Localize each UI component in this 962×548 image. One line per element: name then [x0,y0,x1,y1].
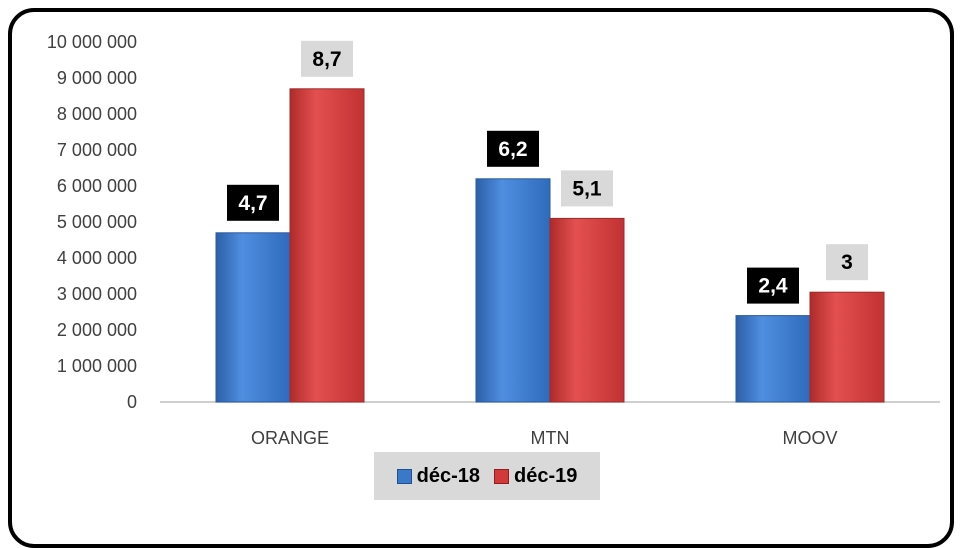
data-label-box [826,244,868,281]
data-label: 6,2 [498,138,527,161]
legend-item-series-2: déc-19 [494,465,577,488]
legend-label-series-1: déc-18 [416,464,480,487]
data-label: 4,7 [238,192,267,215]
data-label: 5,1 [572,177,602,200]
data-label: 8,7 [312,48,341,71]
data-label-box [301,40,353,77]
legend: déc-18 déc-19 [374,452,600,500]
data-label-box [561,170,613,207]
legend-swatch-series-2 [494,468,509,484]
legend-item-series-1: déc-18 [396,464,480,488]
bar-déc-18-MTN [475,178,551,403]
y-axis: 0 1 000 000 2 000 000 3 000 000 4 000 000 5 0… [47,32,137,412]
bar-déc-19-ORANGE [289,88,365,403]
x-tick-label: MOOV [782,428,837,448]
bars [215,88,885,403]
y-tick-label: 10 000 000 [47,32,137,52]
data-label-box [487,130,539,167]
x-tick-label: ORANGE [251,428,329,448]
data-label-box [227,184,279,221]
bar-déc-19-MOOV [809,291,885,403]
bar-déc-18-MOOV [735,315,811,403]
y-tick-label: 4 000 000 [57,248,137,268]
x-axis: ORANGE MTN MOOV [160,401,940,448]
data-label-box [747,267,799,304]
y-tick-label: 9 000 000 [57,68,137,88]
y-tick-label: 2 000 000 [57,320,137,340]
data-label: 2,4 [758,275,788,298]
y-tick-label: 7 000 000 [57,140,137,160]
y-tick-label: 1 000 000 [57,356,137,376]
bar-déc-19-MTN [549,217,625,403]
y-tick-label: 5 000 000 [57,212,137,232]
x-tick-label: MTN [531,428,570,448]
legend-label-series-2: déc-19 [514,464,578,487]
data-labels: 4,7 8,7 6,2 5,1 2,4 3 [227,40,868,304]
y-tick-label: 0 [127,392,137,412]
bar-chart: 0 1 000 000 2 000 000 3 000 000 4 000 000 5 0… [47,32,940,448]
y-tick-label: 8 000 000 [57,104,137,124]
bar-déc-18-ORANGE [215,232,291,403]
data-label: 3 [841,251,853,274]
y-tick-label: 3 000 000 [57,284,137,304]
legend-swatch-series-1 [396,468,412,484]
y-tick-label: 6 000 000 [57,176,137,196]
